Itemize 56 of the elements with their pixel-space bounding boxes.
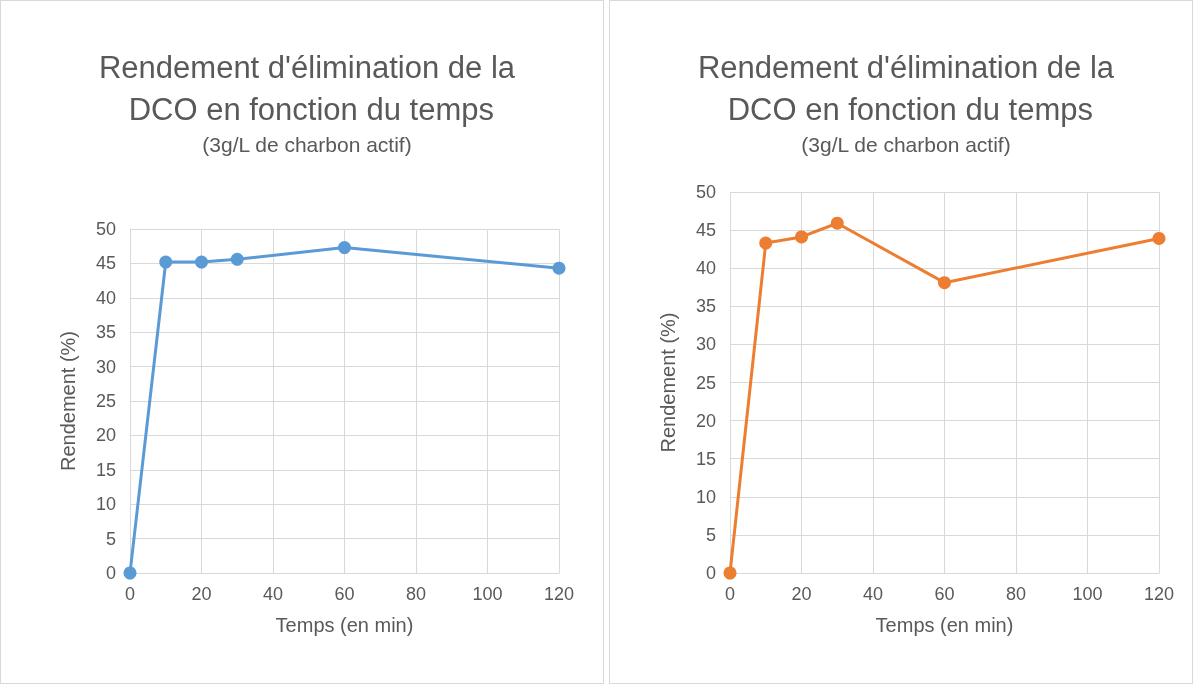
point — [830, 216, 844, 230]
x-tick-label: 40 — [262, 584, 284, 604]
x-tick-label: 100 — [1072, 584, 1103, 604]
y-tick-label: 45 — [95, 253, 116, 274]
y-axis-title: Rendement (%) — [657, 312, 679, 453]
point — [938, 276, 951, 290]
x-axis-title: Temps (en min) — [875, 614, 1014, 636]
chart-subtitle: (3g/L de charbon actif) — [801, 133, 1011, 156]
x-tick-label: 40 — [862, 584, 884, 604]
point — [552, 261, 566, 275]
x-tick-label: 120 — [1143, 584, 1175, 604]
y-tick-label: 15 — [695, 448, 716, 469]
y-tick-label: 20 — [695, 410, 716, 431]
y-tick-label: 5 — [705, 524, 716, 545]
point — [123, 566, 137, 580]
y-tick-label: 10 — [95, 494, 116, 515]
point — [723, 566, 737, 580]
y-tick-label: 10 — [695, 486, 716, 507]
chart-subtitle: (3g/L de charbon actif) — [202, 133, 412, 156]
y-tick-label: 35 — [695, 296, 716, 317]
y-tick-label: 25 — [95, 391, 116, 411]
y-tick-label: 40 — [695, 258, 716, 279]
y-tick-label: 15 — [95, 459, 116, 480]
x-tick-label: 80 — [1005, 584, 1027, 604]
x-tick-label: 80 — [405, 584, 427, 604]
point — [795, 230, 808, 244]
y-tick-label: 0 — [105, 563, 116, 583]
y-tick-label: 45 — [695, 220, 716, 241]
point — [159, 255, 173, 269]
x-tick-label: 60 — [334, 584, 355, 604]
chart-title: Rendement d'élimination de la DCO en fonction du temps — [98, 49, 516, 127]
point — [195, 255, 208, 269]
x-tick-label: 100 — [472, 584, 503, 604]
point — [759, 236, 773, 250]
x-tick-label: 20 — [191, 584, 212, 604]
y-axis-title: Rendement (%) — [57, 330, 79, 472]
y-tick-label: 30 — [95, 356, 116, 377]
y-tick-label: 0 — [705, 563, 716, 583]
y-tick-label: 50 — [95, 219, 116, 239]
x-tick-label: 20 — [791, 584, 812, 604]
point — [1152, 231, 1166, 245]
x-axis-title: Temps (en min) — [275, 614, 414, 636]
y-tick-label: 5 — [105, 528, 116, 549]
y-tick-label: 25 — [695, 372, 716, 393]
y-tick-label: 40 — [95, 287, 116, 308]
x-tick-label: 0 — [124, 584, 136, 604]
point — [230, 252, 244, 266]
chart-title: Rendement d'élimination de la DCO en fonction du temps — [697, 49, 1115, 127]
y-tick-label: 20 — [95, 425, 116, 446]
y-tick-label: 50 — [695, 182, 716, 202]
point — [338, 241, 351, 255]
x-tick-label: 0 — [724, 584, 736, 604]
x-tick-label: 60 — [934, 584, 955, 604]
y-tick-label: 30 — [695, 334, 716, 355]
y-tick-label: 35 — [95, 322, 116, 343]
x-tick-label: 120 — [543, 584, 575, 604]
